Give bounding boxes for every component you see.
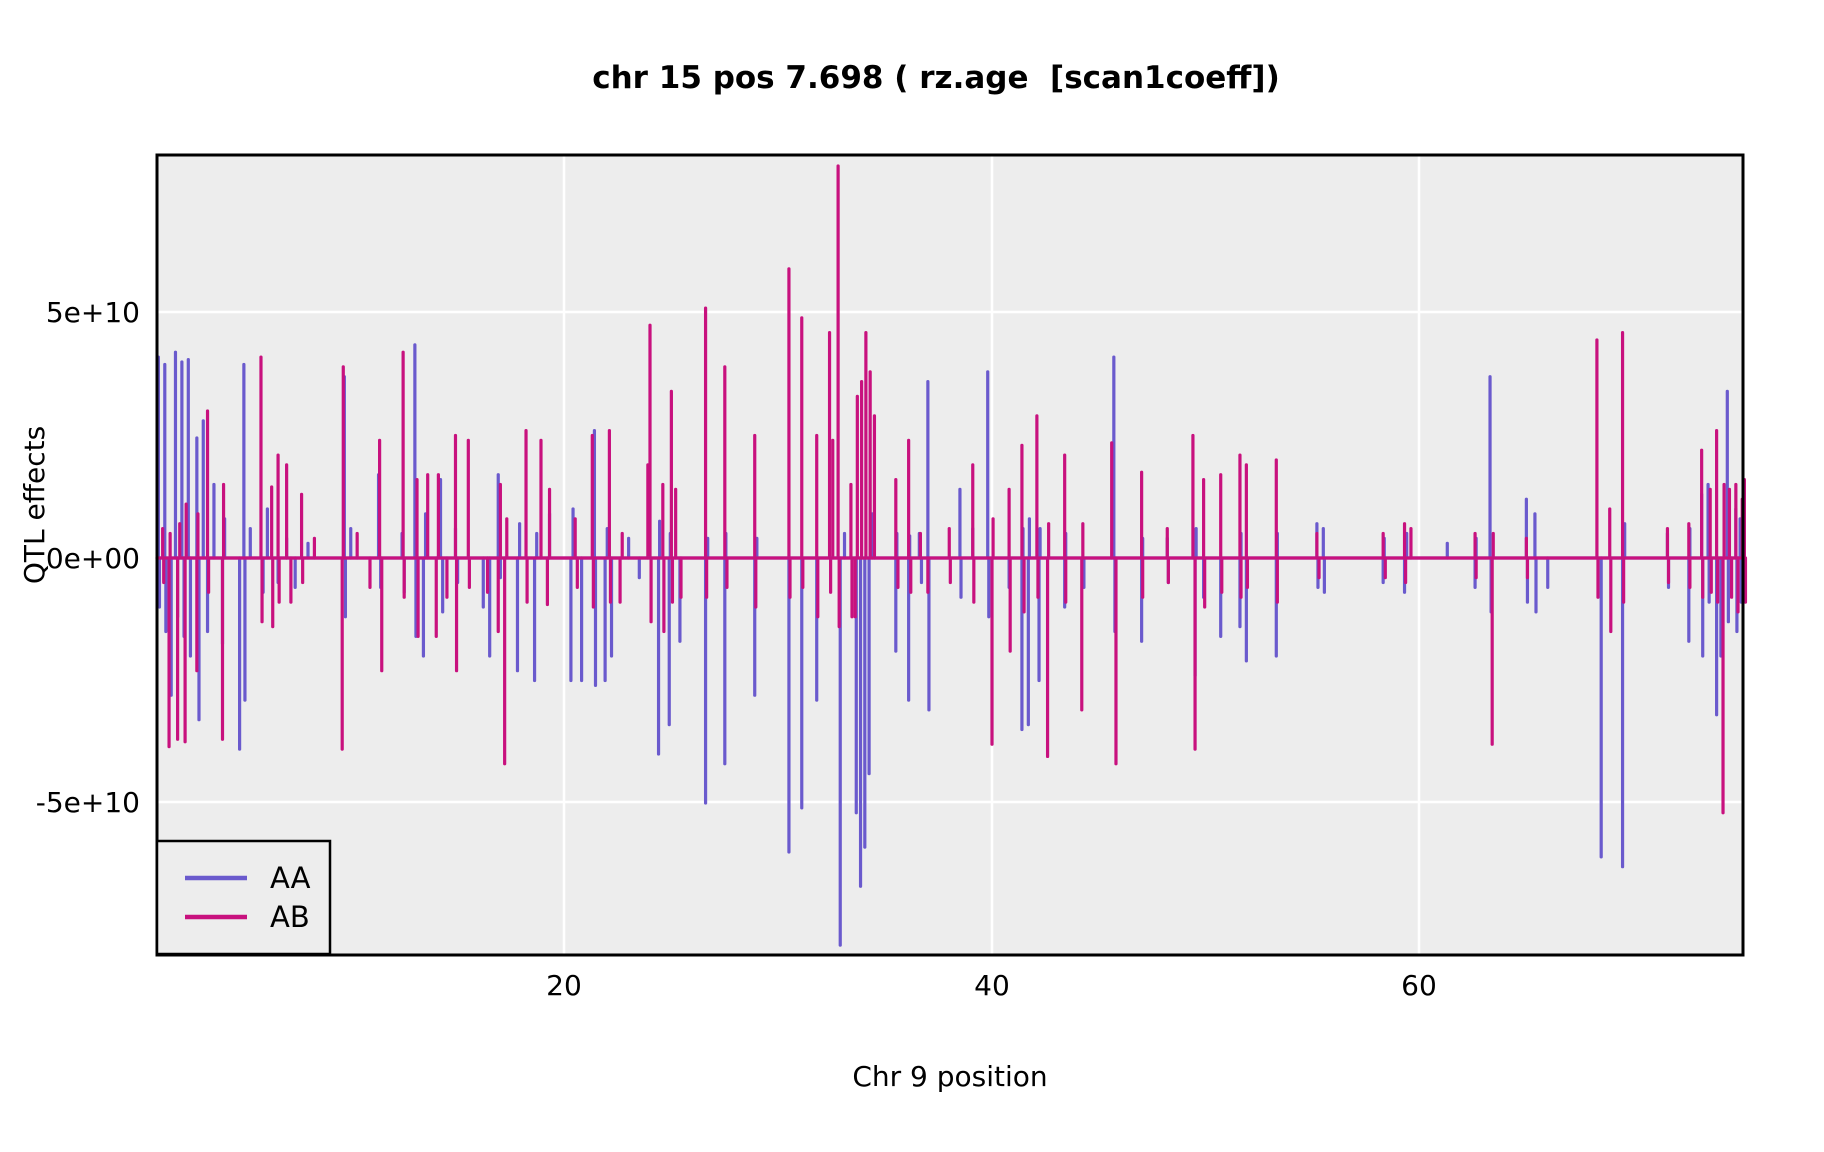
chart-title: chr 15 pos 7.698 ( rz.age [scan1coeff]) [592, 60, 1280, 96]
legend: AA AB [155, 839, 332, 956]
plot-panel-border [155, 153, 1745, 957]
x-tick-60: 60 [1401, 969, 1437, 1002]
y-axis-tick-labels: 5e+10 0e+00 -5e+10 [36, 296, 140, 819]
y-tick-0e00: 0e+00 [46, 542, 140, 575]
legend-ab-label: AB [270, 900, 310, 934]
x-axis-tick-labels: 20 40 60 [546, 969, 1437, 1002]
y-axis-title: QTL effects [18, 426, 51, 584]
x-tick-20: 20 [546, 969, 582, 1002]
x-axis-title: Chr 9 position [852, 1060, 1047, 1093]
data-spikes-layer [155, 164, 1748, 947]
x-tick-40: 40 [974, 969, 1010, 1002]
legend-aa-label: AA [270, 861, 311, 895]
y-tick-neg5e10: -5e+10 [36, 786, 140, 819]
legend-box [155, 839, 332, 956]
y-tick-5e10: 5e+10 [46, 296, 140, 329]
